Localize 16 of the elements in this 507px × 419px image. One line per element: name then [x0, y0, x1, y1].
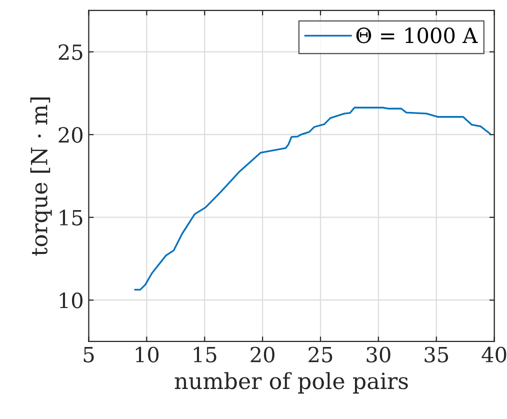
- x-tick-label: 35: [424, 346, 448, 362]
- x-tick-label: 20: [250, 346, 274, 362]
- x-tick-label: 5: [84, 346, 94, 362]
- line-series: [134, 106, 491, 291]
- y-tick-label: 15: [60, 210, 82, 226]
- y-tick-label: 10: [60, 292, 82, 308]
- x-tick-label: 15: [194, 346, 216, 362]
- x-axis-title: number of pole pairs: [174, 372, 408, 394]
- legend-label: Θ = 1000 A: [356, 28, 478, 44]
- y-tick-label: 25: [58, 44, 82, 60]
- x-tick-label: 25: [308, 346, 332, 362]
- y-tick-label: 20: [58, 127, 82, 143]
- x-tick-label: 40: [482, 346, 506, 362]
- x-tick-label: 30: [366, 346, 390, 362]
- x-tick-label: 10: [136, 346, 159, 362]
- y-axis-title: torque [N · m]: [30, 98, 52, 256]
